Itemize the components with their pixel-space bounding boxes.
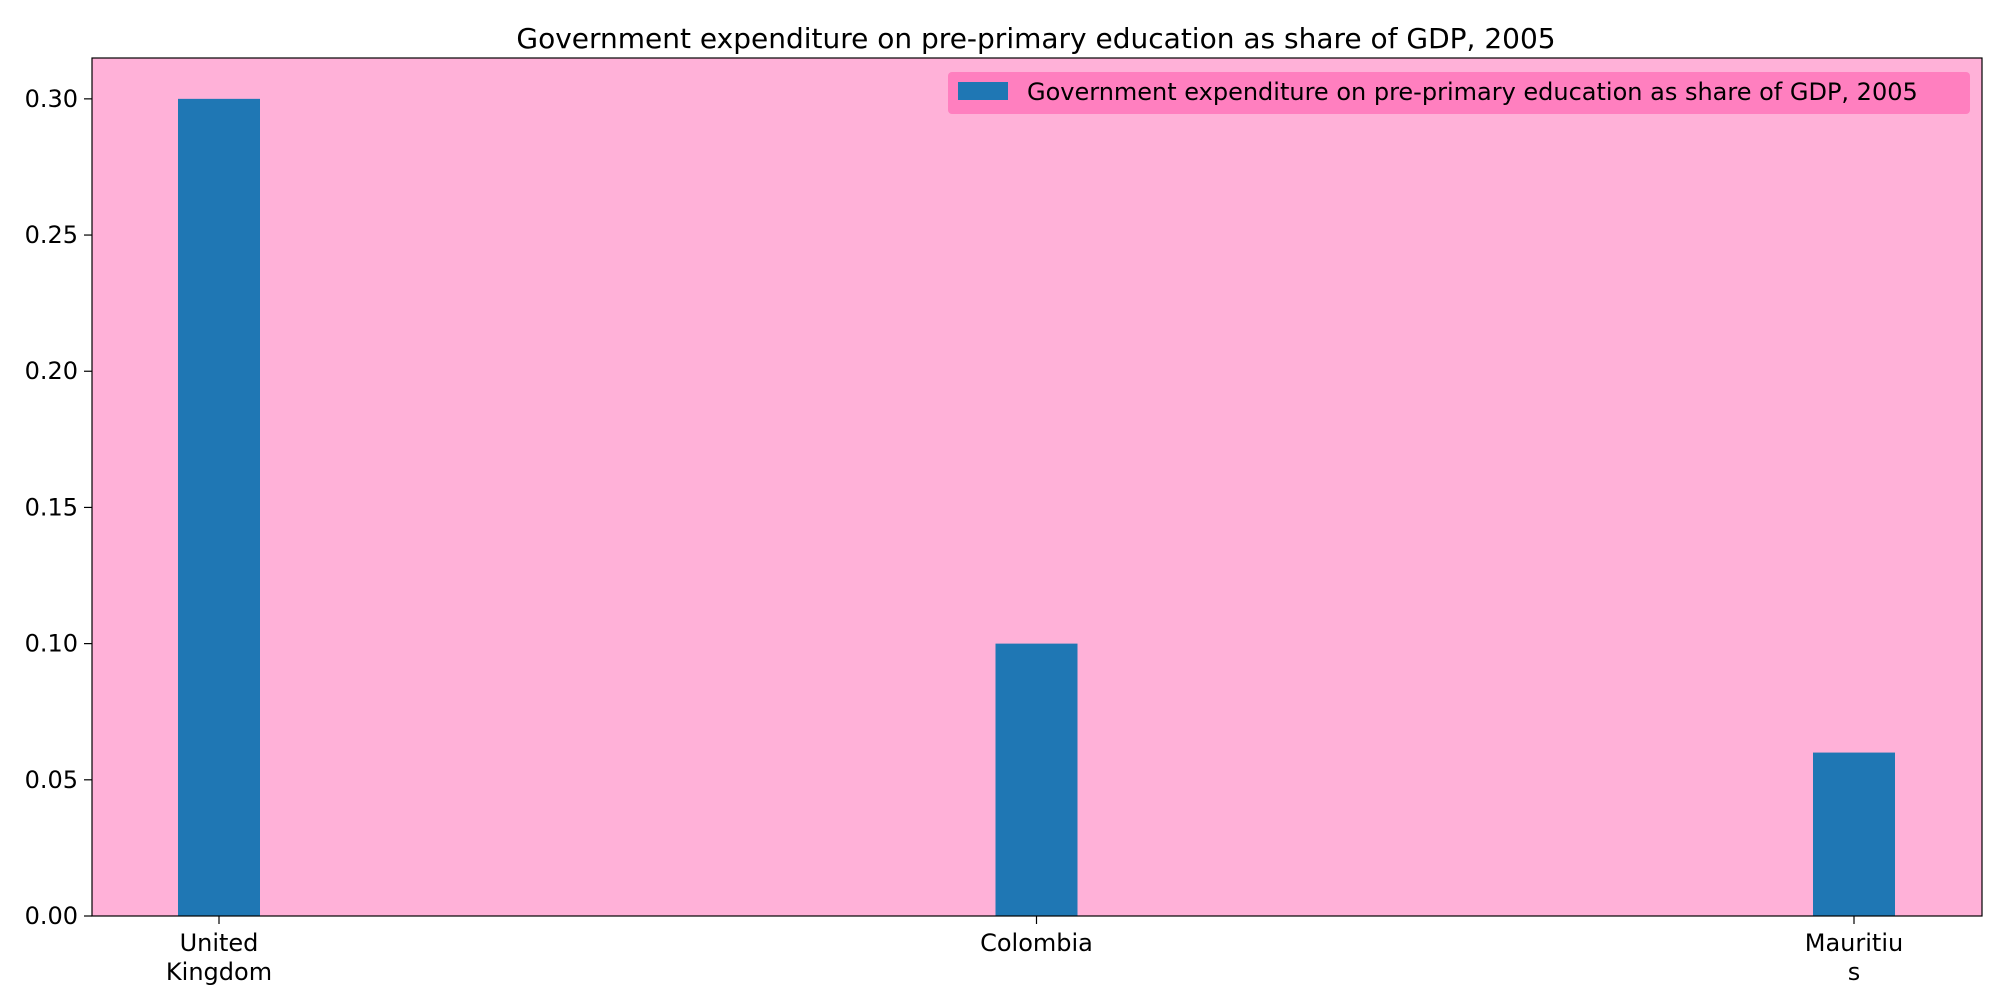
x-tick-label: Colombia xyxy=(980,929,1093,957)
legend: Government expenditure on pre-primary ed… xyxy=(948,72,1970,114)
chart-title: Government expenditure on pre-primary ed… xyxy=(516,22,1555,55)
bars-group xyxy=(178,98,1895,917)
plot-frame xyxy=(91,57,1983,917)
bar-united-kingdom xyxy=(178,98,260,917)
y-tick-label: 0.10 xyxy=(25,630,78,658)
bar-colombia xyxy=(995,643,1078,916)
y-tick-label: 0.30 xyxy=(25,85,78,113)
y-tick-label: 0.15 xyxy=(25,493,78,521)
y-tick-label: 0.00 xyxy=(25,902,78,930)
x-tick-label: Mauritiu s xyxy=(1805,929,1903,986)
x-axis: United Kingdom Colombia Mauritiu s xyxy=(166,916,1903,986)
bar-mauritius xyxy=(1813,752,1895,916)
y-axis: 0.00 0.05 0.10 0.15 0.20 0.25 0.30 xyxy=(25,85,92,930)
y-tick-label: 0.20 xyxy=(25,357,78,385)
x-tick-label: United Kingdom xyxy=(166,929,272,986)
legend-swatch xyxy=(958,82,1008,100)
legend-label: Government expenditure on pre-primary ed… xyxy=(1027,78,1918,106)
legend-box xyxy=(948,72,1970,114)
y-tick-label: 0.05 xyxy=(25,766,78,794)
y-tick-label: 0.25 xyxy=(25,221,78,249)
